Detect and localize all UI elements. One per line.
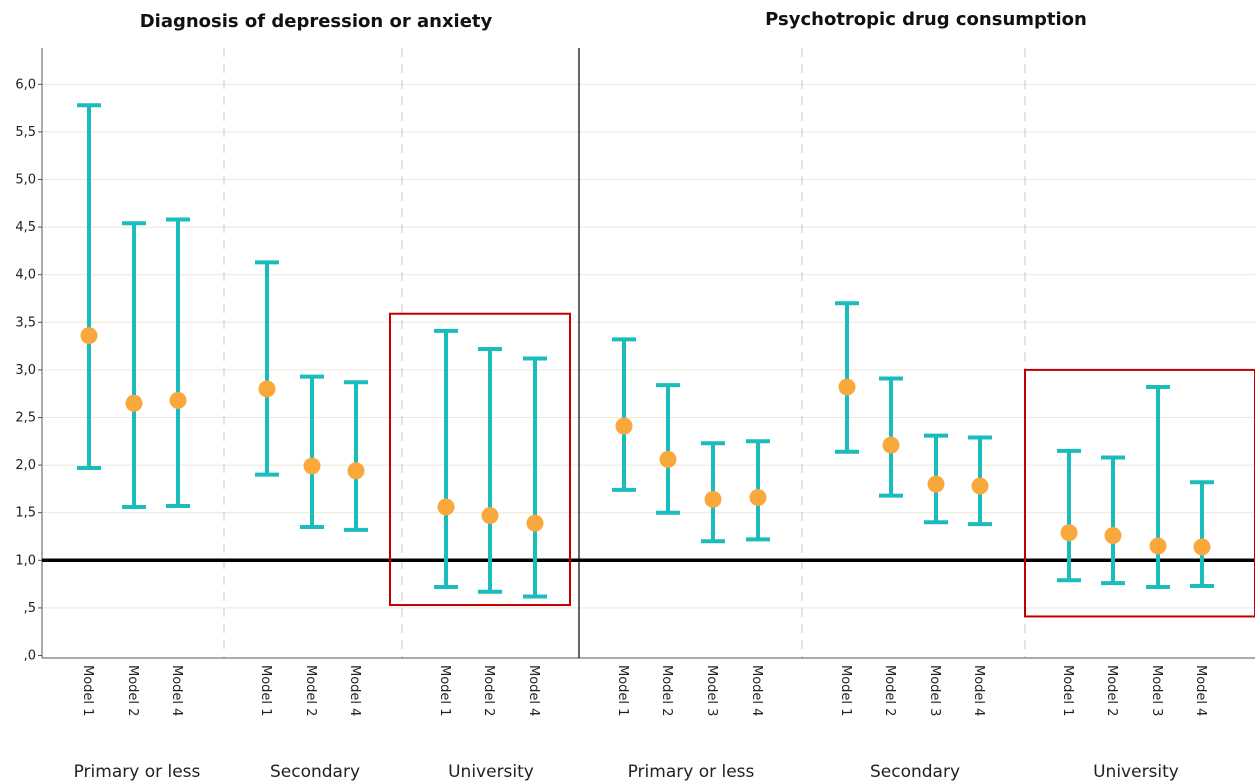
model-label: Model 3	[704, 665, 719, 716]
point-estimate	[169, 391, 187, 409]
group-label: University	[448, 762, 534, 781]
point-estimate	[659, 450, 677, 468]
model-label: Model 1	[437, 665, 452, 716]
error-bars	[77, 103, 1214, 599]
model-label: Model 2	[481, 665, 496, 716]
model-label: Model 2	[303, 665, 318, 716]
axes	[38, 48, 1255, 659]
labels: Diagnosis of depression or anxiety Psych…	[15, 9, 1208, 781]
point-estimate	[971, 477, 989, 495]
model-label: Model 4	[347, 665, 362, 716]
point-estimate	[1149, 537, 1167, 555]
y-tick-label: ,0	[24, 649, 36, 664]
highlight-boxes	[389, 312, 1255, 618]
model-label: Model 4	[526, 665, 541, 716]
group-label: Secondary	[270, 762, 360, 781]
point-estimate	[347, 462, 365, 480]
point-estimate	[838, 378, 856, 396]
y-tick-label: ,5	[24, 601, 36, 616]
point-estimate	[437, 498, 455, 516]
y-tick-label: 6,0	[15, 77, 36, 92]
point-estimate	[615, 417, 633, 435]
point-estimate	[125, 394, 143, 412]
point-estimate	[704, 490, 722, 508]
model-label: Model 4	[169, 665, 184, 716]
model-label: Model 4	[749, 665, 764, 716]
y-tick-label: 4,0	[15, 268, 36, 283]
y-tick-label: 1,0	[15, 553, 36, 568]
point-estimate	[481, 507, 499, 525]
highlight-box	[389, 312, 571, 607]
point-estimate	[526, 514, 544, 532]
model-label: Model 3	[927, 665, 942, 716]
group-label: Primary or less	[74, 762, 201, 781]
model-label: Model 1	[80, 665, 95, 716]
model-label: Model 1	[1060, 665, 1075, 716]
group-separators	[223, 48, 1026, 658]
y-tick-label: 2,5	[15, 411, 36, 426]
model-label: Model 2	[125, 665, 140, 716]
point-estimate	[258, 380, 276, 398]
model-label: Model 1	[838, 665, 853, 716]
point-estimate	[1193, 538, 1211, 556]
point-estimate	[303, 457, 321, 475]
group-label: Primary or less	[628, 762, 755, 781]
model-label: Model 2	[1104, 665, 1119, 716]
model-label: Model 4	[1193, 665, 1208, 716]
panel-title-left: Diagnosis of depression or anxiety	[140, 11, 493, 32]
point-estimates	[80, 327, 1211, 556]
point-estimate	[927, 475, 945, 493]
y-tick-label: 2,0	[15, 458, 36, 473]
point-estimate	[749, 488, 767, 506]
point-estimate	[1104, 527, 1122, 545]
model-label: Model 4	[971, 665, 986, 716]
group-label: Secondary	[870, 762, 960, 781]
y-tick-label: 3,0	[15, 363, 36, 378]
panel-title-right: Psychotropic drug consumption	[765, 9, 1087, 30]
point-estimate	[80, 327, 98, 345]
model-label: Model 2	[659, 665, 674, 716]
model-label: Model 1	[615, 665, 630, 716]
y-tick-label: 4,5	[15, 220, 36, 235]
y-tick-label: 3,5	[15, 315, 36, 330]
y-tick-label: 5,5	[15, 125, 36, 140]
model-label: Model 2	[882, 665, 897, 716]
group-label: University	[1093, 762, 1179, 781]
model-label: Model 3	[1149, 665, 1164, 716]
model-label: Model 1	[258, 665, 273, 716]
point-estimate	[882, 436, 900, 454]
point-estimate	[1060, 524, 1078, 542]
highlight-box	[1024, 368, 1255, 618]
y-tick-label: 5,0	[15, 173, 36, 188]
y-tick-label: 1,5	[15, 506, 36, 521]
